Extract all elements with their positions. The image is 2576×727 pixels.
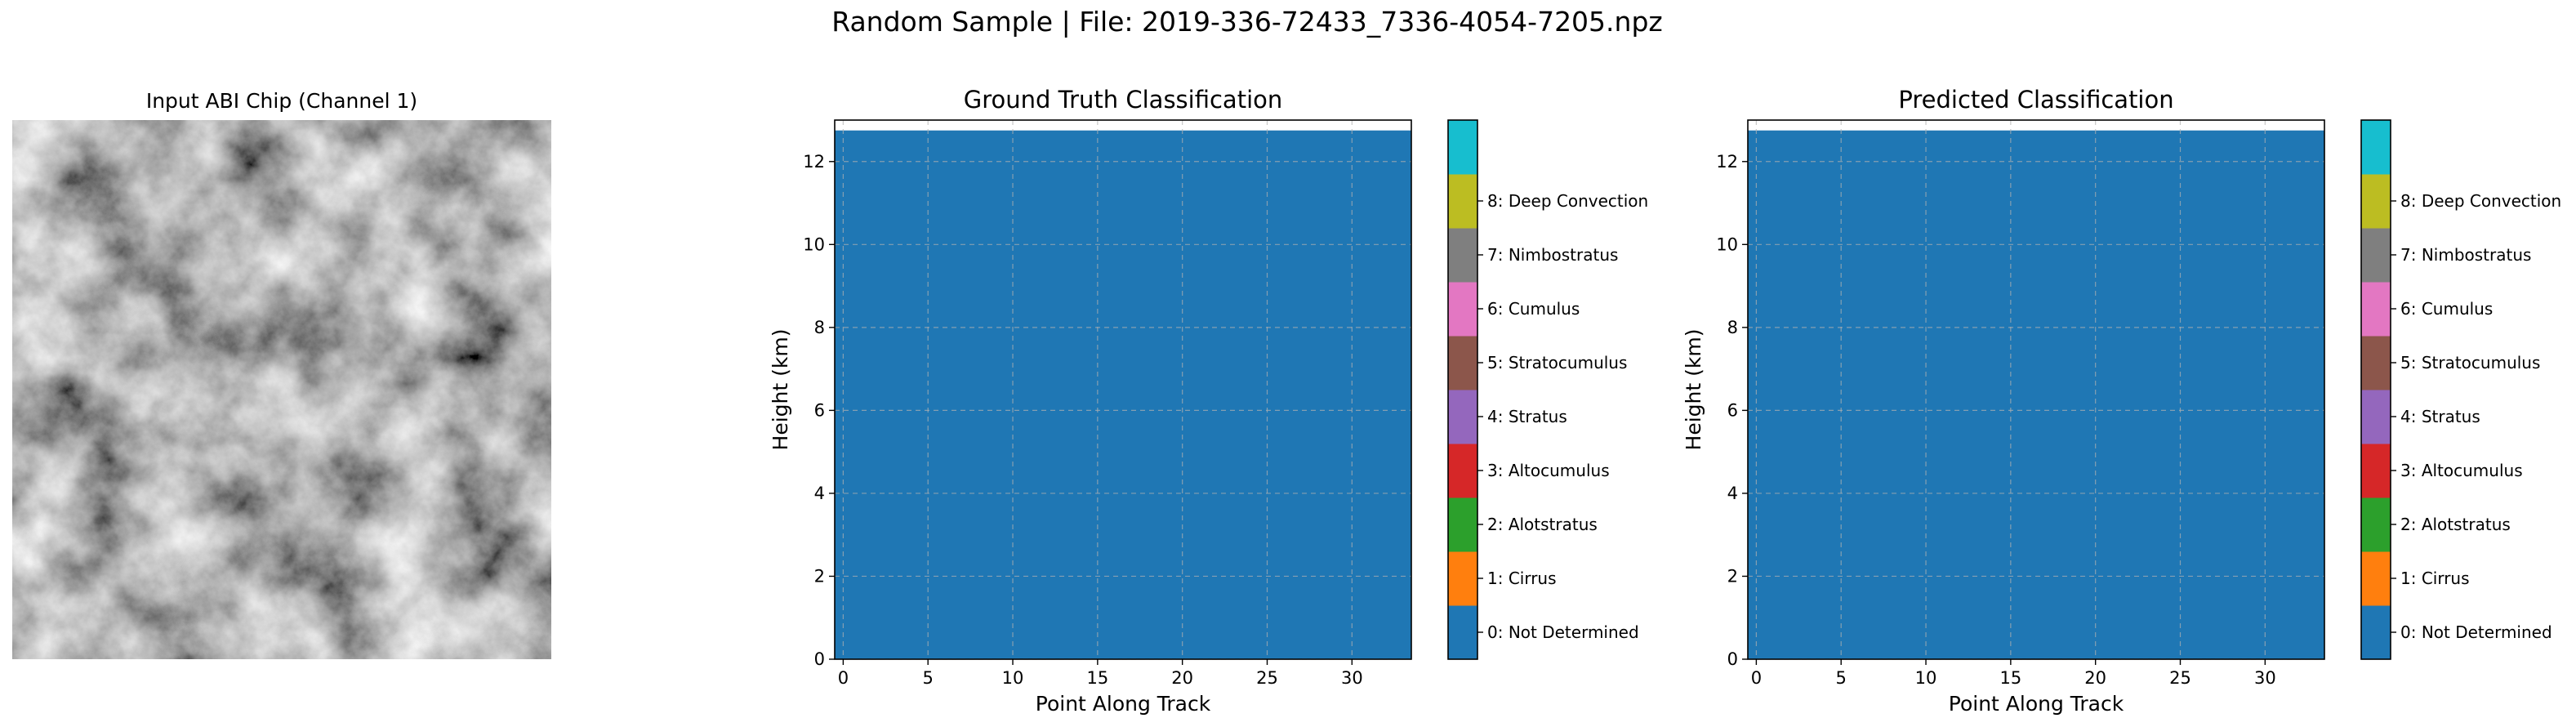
gt-classification-fill	[835, 130, 1411, 659]
pred-colorbar-swatch	[2361, 497, 2391, 552]
gt-ytick-label: 10	[803, 234, 825, 254]
gt-colorbar-swatch	[1448, 551, 1477, 606]
pred-colorbar-label: 0: Not Determined	[2400, 622, 2552, 642]
pred-ytick-label: 4	[1727, 484, 1738, 503]
pred-colorbar-label: 1: Cirrus	[2400, 569, 2470, 588]
pred-colorbar-swatch	[2361, 174, 2391, 229]
gt-xtick-label: 0	[838, 668, 849, 688]
gt-colorbar-swatch	[1448, 497, 1477, 552]
gt-chart-title: Ground Truth Classification	[964, 86, 1283, 114]
pred-colorbar-label: 8: Deep Convection	[2400, 191, 2561, 211]
pred-colorbar-label: 3: Altocumulus	[2400, 461, 2523, 480]
gt-colorbar-swatch	[1448, 228, 1477, 283]
gt-colorbar-label: 3: Altocumulus	[1487, 461, 1610, 480]
pred-xtick-label: 10	[1915, 668, 1937, 688]
pred-colorbar-swatch	[2361, 336, 2391, 390]
input-panel-title: Input ABI Chip (Channel 1)	[146, 89, 417, 113]
gt-xtick-label: 20	[1171, 668, 1193, 688]
pred-colorbar-swatch	[2361, 390, 2391, 444]
gt-colorbar-label: 4: Stratus	[1487, 407, 1567, 426]
pred-ytick-label: 2	[1727, 566, 1738, 586]
pred-xaxis-label: Point Along Track	[1949, 692, 2124, 716]
pred-ytick-label: 12	[1716, 152, 1738, 172]
gt-ytick-label: 2	[814, 566, 825, 586]
gt-colorbar-frame	[1447, 119, 1478, 660]
input-panel: Input ABI Chip (Channel 1)	[12, 89, 551, 659]
gt-xtick-label: 5	[923, 668, 934, 688]
pred-colorbar-label: 7: Nimbostratus	[2400, 245, 2531, 265]
gt-colorbar-swatch	[1448, 605, 1477, 660]
pred-xtick-label: 25	[2169, 668, 2191, 688]
gt-ytick-label: 8	[814, 318, 825, 337]
pred-colorbar-swatch	[2361, 551, 2391, 606]
gt-xaxis-label: Point Along Track	[1036, 692, 1211, 716]
gt-yaxis-label: Height (km)	[769, 329, 792, 451]
gt-ytick-label: 4	[814, 484, 825, 503]
gt-colorbar-label: 8: Deep Convection	[1487, 191, 1648, 211]
gt-colorbar-swatch	[1448, 282, 1477, 337]
pred-xtick-label: 15	[1999, 668, 2021, 688]
gt-colorbar-label: 2: Alotstratus	[1487, 515, 1598, 534]
gt-ytick-label: 12	[803, 152, 825, 172]
pred-xtick-label: 5	[1836, 668, 1847, 688]
pred-colorbar-swatch	[2361, 120, 2391, 175]
pred-axes-frame	[1747, 119, 2325, 660]
gt-ytick-label: 6	[814, 400, 825, 420]
pred-colorbar-label: 6: Cumulus	[2400, 299, 2493, 319]
gt-colorbar-swatch	[1448, 174, 1477, 229]
gt-colorbar-swatch	[1448, 444, 1477, 498]
pred-xtick-label: 0	[1751, 668, 1762, 688]
pred-ytick-label: 8	[1727, 318, 1738, 337]
gt-xtick-label: 25	[1256, 668, 1278, 688]
pred-colorbar-label: 5: Stratocumulus	[2400, 353, 2540, 372]
pred-ytick-label: 0	[1727, 649, 1738, 669]
pred-yaxis-label: Height (km)	[1682, 329, 1705, 451]
pred-colorbar-label: 4: Stratus	[2400, 407, 2480, 426]
pred-ytick-label: 6	[1727, 400, 1738, 420]
gt-colorbar-label: 1: Cirrus	[1487, 569, 1557, 588]
gt-colorbar-swatch	[1448, 390, 1477, 444]
pred-colorbar-label: 2: Alotstratus	[2400, 515, 2511, 534]
gt-colorbar-label: 5: Stratocumulus	[1487, 353, 1627, 372]
figure-suptitle: Random Sample | File: 2019-336-72433_733…	[831, 6, 1662, 38]
pred-xtick-label: 30	[2254, 668, 2276, 688]
gt-colorbar-label: 6: Cumulus	[1487, 299, 1580, 319]
gt-colorbar-label: 0: Not Determined	[1487, 622, 1639, 642]
gt-colorbar-swatch	[1448, 336, 1477, 390]
gt-colorbar-swatch	[1448, 120, 1477, 175]
gt-axes-frame	[834, 119, 1412, 660]
gt-xtick-label: 30	[1341, 668, 1363, 688]
pred-colorbar-swatch	[2361, 605, 2391, 660]
predicted-panel: Predicted Classification 0 5 10 15 20 25 30 0 2 4 6…	[1682, 86, 2561, 716]
pred-colorbar-swatch	[2361, 282, 2391, 337]
input-abi-chip-image	[12, 120, 551, 659]
pred-colorbar-swatch	[2361, 444, 2391, 498]
gt-ytick-label: 0	[814, 649, 825, 669]
gt-xtick-label: 15	[1086, 668, 1108, 688]
pred-colorbar-frame	[2360, 119, 2391, 660]
pred-chart-title: Predicted Classification	[1898, 86, 2173, 114]
gt-xtick-label: 10	[1002, 668, 1024, 688]
pred-colorbar-swatch	[2361, 228, 2391, 283]
pred-ytick-label: 10	[1716, 234, 1738, 254]
gt-colorbar-label: 7: Nimbostratus	[1487, 245, 1618, 265]
pred-xtick-label: 20	[2084, 668, 2106, 688]
pred-classification-fill	[1748, 130, 2324, 659]
